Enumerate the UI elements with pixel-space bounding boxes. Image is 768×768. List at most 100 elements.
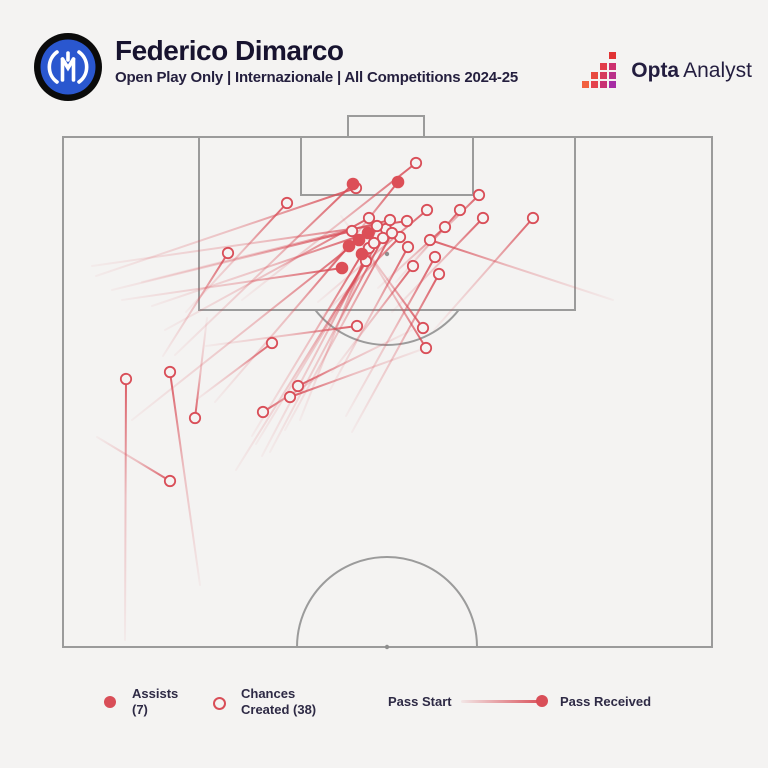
opta-icon-square [591, 72, 599, 79]
page-subtitle: Open Play Only | Internazionale | All Co… [115, 69, 519, 86]
chance-marker [385, 226, 399, 240]
chance-marker [438, 220, 452, 234]
page-title: Federico Dimarco [115, 35, 344, 66]
pass-line [205, 325, 358, 347]
chance-marker [376, 231, 390, 245]
chance-marker [367, 236, 381, 250]
chance-marker [265, 336, 279, 350]
opta-word-light: Analyst [683, 59, 752, 82]
chance-marker [163, 365, 177, 379]
pass-line [162, 252, 229, 357]
opta-icon-square [600, 81, 608, 88]
assist-marker [391, 175, 405, 189]
pass-line [284, 232, 393, 431]
pass-line [121, 267, 343, 301]
chance-marker [423, 233, 437, 247]
pass-line [235, 260, 367, 471]
title-block: Federico Dimarco Open Play Only | Intern… [115, 36, 518, 87]
pass-line [164, 217, 370, 331]
chance-marker [283, 390, 297, 404]
chance-marker [280, 196, 294, 210]
chance-marker [362, 211, 376, 225]
pass-line [214, 245, 350, 403]
legend: Assists (7) Chances Created (38) Pass St… [0, 682, 768, 732]
chance-marker [163, 474, 177, 488]
chance-marker [406, 259, 420, 273]
pass-line [329, 246, 409, 391]
pass-line [395, 209, 461, 283]
chance-marker [345, 224, 359, 238]
legend-chances-line2: Created (38) [241, 702, 317, 717]
pass-line [433, 217, 534, 331]
legend-pass-line-icon [461, 700, 539, 703]
pass-line [321, 236, 401, 317]
chance-marker [221, 246, 235, 260]
inter-crest-icon [34, 33, 102, 101]
pass-received-markers [119, 156, 540, 488]
chance-marker [428, 250, 442, 264]
chance-marker [416, 321, 430, 335]
chance-marker [400, 214, 414, 228]
chance-marker [383, 213, 397, 227]
opta-word-bold: Opta [631, 59, 680, 82]
pass-line [351, 273, 440, 433]
pass-line [169, 371, 201, 586]
legend-assists-line1: Assists [132, 686, 179, 701]
chance-marker [526, 211, 540, 225]
pass-line [195, 342, 273, 401]
pass-line [391, 217, 484, 313]
opta-icon-square [600, 72, 608, 79]
pass-line [124, 378, 127, 641]
chance-marker [420, 203, 434, 217]
chance-marker [472, 188, 486, 202]
assist-marker [355, 247, 369, 261]
opta-bars-icon [582, 52, 622, 90]
opta-icon-square [609, 52, 617, 59]
pass-line [95, 187, 357, 277]
chance-marker [432, 267, 446, 281]
pass-line [331, 265, 414, 373]
legend-chance-circle-icon [213, 697, 226, 710]
chance-marker [453, 203, 467, 217]
pass-lines [91, 162, 614, 641]
opta-icon-square [609, 72, 617, 79]
legend-pass-start-label: Pass Start [388, 694, 452, 709]
header: Federico Dimarco Open Play Only | Intern… [0, 0, 768, 110]
pass-line [251, 253, 363, 437]
chance-marker [409, 156, 423, 170]
opta-icon-square [582, 81, 590, 88]
chance-marker [476, 211, 490, 225]
assist-marker [335, 261, 349, 275]
chance-marker [350, 319, 364, 333]
assist-marker [346, 177, 360, 191]
pass-line [151, 232, 369, 307]
chance-marker [291, 379, 305, 393]
pass-line [429, 239, 614, 301]
chance-marker [119, 372, 133, 386]
legend-chances-line1: Chances [241, 686, 296, 701]
legend-assist-dot-icon [104, 696, 116, 708]
legend-assists-line2: (7) [132, 702, 148, 717]
opta-wordmark: Opta Analyst [631, 59, 752, 83]
legend-chances-label: Chances Created (38) [241, 686, 316, 718]
pass-line [174, 183, 354, 356]
pass-line [131, 239, 360, 421]
assist-marker [361, 226, 375, 240]
legend-pass-received-dot-icon [536, 695, 548, 707]
legend-assists-label: Assists (7) [132, 686, 178, 718]
legend-pass-received-label: Pass Received [560, 694, 652, 709]
opta-icon-square [591, 81, 599, 88]
assist-marker [342, 239, 356, 253]
chance-marker [256, 405, 270, 419]
assist-marker [352, 233, 366, 247]
opta-analyst-logo: Opta Analyst [582, 52, 752, 90]
opta-icon-square [600, 63, 608, 70]
pass-line [194, 317, 208, 419]
chance-marker [188, 411, 202, 425]
chance-marker [401, 240, 415, 254]
chance-marker [370, 219, 384, 233]
opta-icon-square [609, 81, 617, 88]
